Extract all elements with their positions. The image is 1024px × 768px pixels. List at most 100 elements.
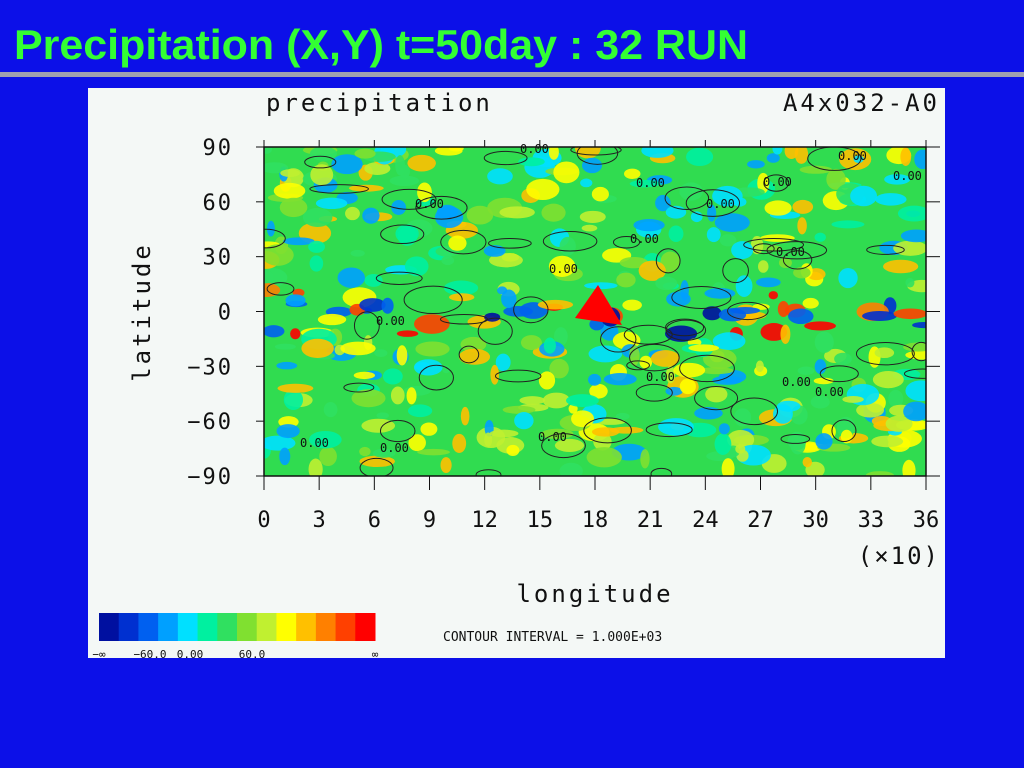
contour: [866, 244, 905, 255]
contour: [375, 271, 423, 285]
contour: [542, 230, 598, 252]
field-blob: [688, 344, 720, 352]
field-blob: [579, 210, 606, 223]
field-blob: [766, 153, 780, 163]
x-tick-label: 9: [423, 508, 436, 533]
contour: [483, 150, 528, 166]
field-blob: [279, 197, 308, 218]
field-blob: [495, 353, 511, 372]
field-blob: [417, 448, 450, 456]
contour: [477, 317, 513, 345]
x-tick-label: 30: [802, 508, 829, 533]
field-blob: [302, 207, 333, 227]
field-blob: [518, 157, 545, 167]
field-blob: [487, 168, 513, 185]
contour-label: 0.00: [538, 430, 567, 444]
title-rule: [0, 72, 1024, 77]
field-blob: [650, 350, 681, 367]
field-blob: [903, 342, 926, 352]
x-tick-label: 18: [582, 508, 609, 533]
field-blob: [434, 206, 464, 229]
field-blob: [574, 147, 601, 159]
field-blob: [337, 267, 365, 288]
contour: [727, 301, 769, 321]
field-blob: [413, 359, 443, 376]
field-blob: [727, 430, 755, 450]
field-blob: [554, 438, 585, 452]
field-blob: [514, 412, 534, 430]
field-blob: [665, 366, 676, 384]
field-blob: [699, 367, 734, 375]
field-blob: [712, 185, 743, 207]
field-blob: [702, 306, 722, 321]
field-blob: [826, 168, 846, 190]
field-blob: [399, 164, 410, 179]
contour: [626, 360, 650, 371]
field-blob: [364, 162, 391, 175]
field-blob: [799, 165, 833, 174]
contour: [766, 241, 828, 260]
contour-label: 0.00: [630, 232, 659, 246]
y-tick-label: −30: [187, 355, 233, 380]
field-blob: [616, 272, 636, 288]
field-blob: [593, 432, 612, 451]
field-blob: [490, 364, 500, 385]
contour: [807, 147, 862, 171]
field-blob: [390, 386, 405, 405]
field-blob: [308, 430, 342, 449]
field-blob: [760, 323, 788, 341]
field-blob: [814, 359, 827, 375]
contour-label: 0.00: [763, 175, 792, 189]
colorbar-swatch: [197, 613, 218, 641]
contour-label: 0.00: [376, 314, 405, 328]
field-blob: [415, 341, 450, 357]
field-blob: [566, 394, 599, 407]
field-blob: [885, 415, 913, 432]
field-blob: [374, 349, 388, 358]
field-blob: [542, 392, 571, 409]
contour: [763, 174, 790, 192]
field-blob: [850, 185, 877, 207]
contour-label: 0.00: [706, 197, 735, 211]
contour: [583, 417, 632, 444]
field-blob: [279, 447, 291, 466]
field-blob: [615, 412, 630, 420]
field-blob: [665, 386, 683, 396]
colorbar-swatch: [217, 613, 238, 641]
field-blob: [277, 383, 314, 393]
field-blob: [706, 227, 721, 243]
field-blob: [718, 308, 747, 322]
field-blob: [354, 148, 376, 159]
colorbar-swatch: [315, 613, 337, 641]
y-tick-label: 60: [203, 191, 234, 216]
contour-label: 0.00: [520, 142, 549, 156]
contour-label: 0.00: [782, 375, 811, 389]
field-blob: [629, 179, 661, 188]
field-blob: [389, 175, 420, 187]
field-blob: [813, 377, 834, 385]
field-blob: [591, 186, 609, 202]
field-blob: [407, 154, 436, 172]
field-blob: [714, 213, 750, 232]
field-blob: [734, 408, 752, 427]
field-blob: [912, 321, 926, 329]
field-blob: [714, 433, 732, 455]
field-blob: [503, 306, 533, 317]
colorbar-label: ∞: [372, 648, 379, 661]
field-blob: [353, 371, 376, 380]
contour: [418, 364, 454, 391]
contour: [855, 342, 915, 366]
field-blob: [838, 267, 858, 289]
contour: [722, 258, 749, 284]
y-tick-label: 0: [218, 301, 233, 326]
contour: [911, 341, 926, 362]
field-blob: [758, 260, 769, 273]
field-blob: [448, 235, 467, 251]
contour: [780, 433, 811, 444]
field-blob: [905, 350, 926, 360]
field-blob: [580, 178, 593, 188]
field-blob: [747, 160, 765, 169]
field-blob: [905, 277, 915, 288]
field-blob: [382, 368, 403, 385]
field-blob: [804, 321, 837, 331]
